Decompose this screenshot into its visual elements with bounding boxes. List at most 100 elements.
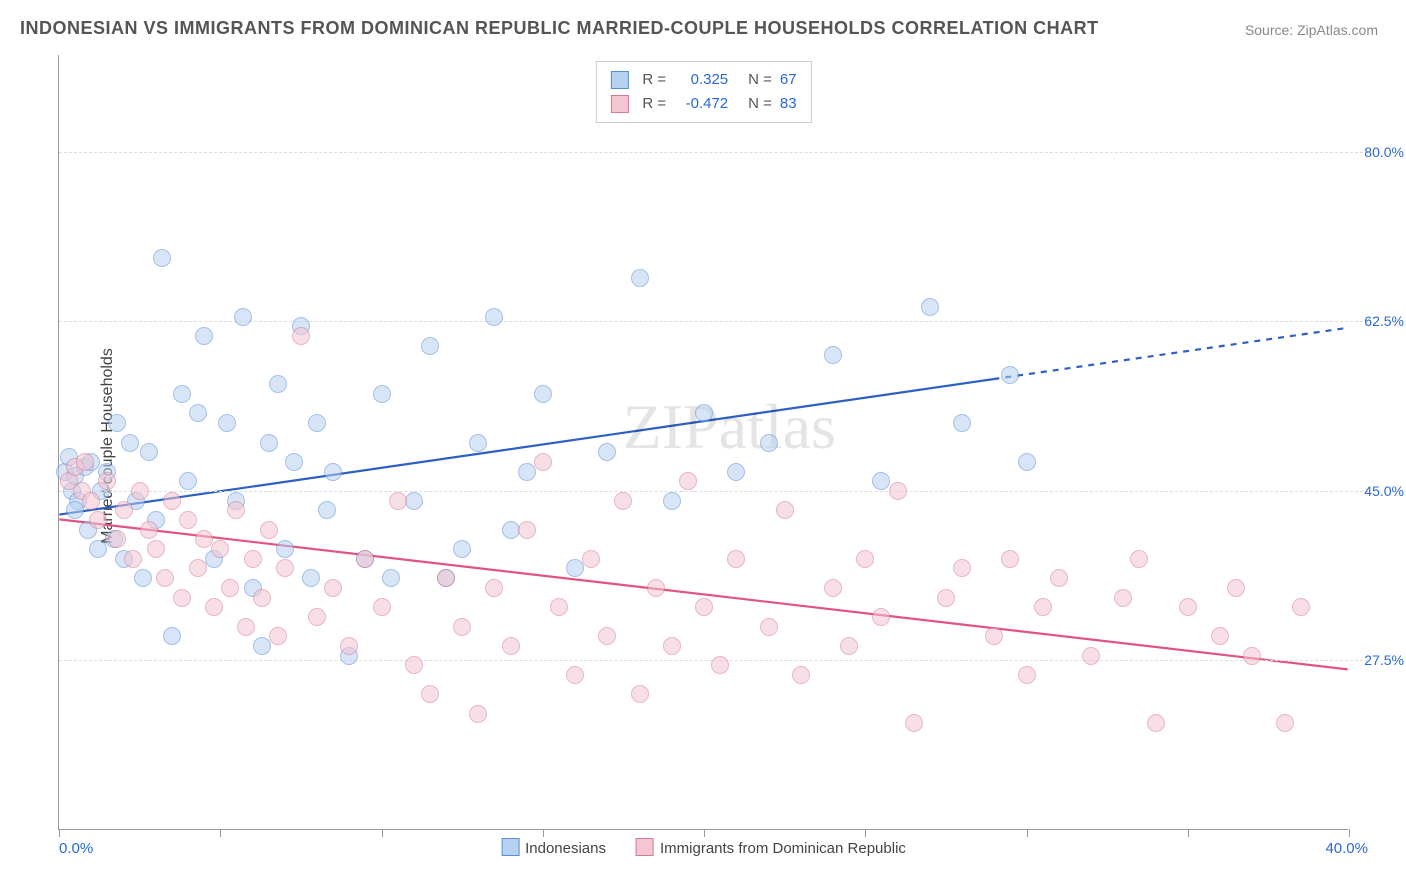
scatter-point	[108, 530, 126, 548]
scatter-point	[502, 637, 520, 655]
x-tick	[543, 829, 544, 837]
trend-lines-layer	[59, 55, 1348, 829]
scatter-point	[318, 501, 336, 519]
y-tick-label: 62.5%	[1364, 313, 1404, 329]
scatter-point	[1147, 714, 1165, 732]
scatter-point	[437, 569, 455, 587]
legend-row: R =-0.472N =83	[610, 92, 796, 116]
scatter-point	[469, 705, 487, 723]
scatter-point	[269, 627, 287, 645]
scatter-point	[1227, 579, 1245, 597]
x-axis-min-label: 0.0%	[59, 840, 93, 857]
scatter-point	[872, 472, 890, 490]
n-value: 83	[780, 92, 797, 116]
x-axis-max-label: 40.0%	[1325, 840, 1368, 857]
scatter-point	[1082, 647, 1100, 665]
scatter-point	[856, 550, 874, 568]
x-tick	[382, 829, 383, 837]
scatter-point	[82, 492, 100, 510]
x-tick	[1027, 829, 1028, 837]
r-label: R =	[642, 68, 666, 92]
r-value: 0.325	[674, 68, 728, 92]
chart-title: INDONESIAN VS IMMIGRANTS FROM DOMINICAN …	[20, 18, 1099, 39]
source-attribution: Source: ZipAtlas.com	[1245, 22, 1378, 38]
scatter-point	[985, 627, 1003, 645]
scatter-point	[115, 501, 133, 519]
r-value: -0.472	[674, 92, 728, 116]
scatter-point	[373, 385, 391, 403]
scatter-point	[195, 327, 213, 345]
scatter-point	[1130, 550, 1148, 568]
scatter-point	[389, 492, 407, 510]
scatter-point	[156, 569, 174, 587]
scatter-point	[1050, 569, 1068, 587]
scatter-point	[679, 472, 697, 490]
scatter-point	[663, 492, 681, 510]
scatter-point	[340, 637, 358, 655]
scatter-point	[614, 492, 632, 510]
scatter-point	[66, 501, 84, 519]
scatter-point	[153, 249, 171, 267]
scatter-point	[469, 434, 487, 452]
scatter-point	[405, 656, 423, 674]
scatter-point	[308, 608, 326, 626]
x-tick	[1188, 829, 1189, 837]
scatter-point	[205, 598, 223, 616]
scatter-point	[518, 521, 536, 539]
scatter-point	[534, 453, 552, 471]
scatter-point	[140, 521, 158, 539]
scatter-point	[953, 414, 971, 432]
scatter-point	[663, 637, 681, 655]
scatter-point	[260, 434, 278, 452]
scatter-point	[292, 327, 310, 345]
scatter-point	[1179, 598, 1197, 616]
scatter-point	[711, 656, 729, 674]
scatter-point	[98, 472, 116, 490]
scatter-point	[518, 463, 536, 481]
scatter-point	[1211, 627, 1229, 645]
scatter-point	[131, 482, 149, 500]
n-label: N =	[748, 68, 772, 92]
scatter-point	[534, 385, 552, 403]
scatter-point	[253, 589, 271, 607]
n-label: N =	[748, 92, 772, 116]
scatter-point	[840, 637, 858, 655]
scatter-point	[1001, 366, 1019, 384]
scatter-point	[108, 414, 126, 432]
scatter-point	[121, 434, 139, 452]
scatter-point	[953, 559, 971, 577]
scatter-point	[1018, 453, 1036, 471]
x-tick	[220, 829, 221, 837]
scatter-point	[147, 540, 165, 558]
scatter-point	[189, 559, 207, 577]
y-tick-label: 45.0%	[1364, 483, 1404, 499]
trend-line	[59, 379, 993, 514]
scatter-point	[453, 540, 471, 558]
scatter-point	[179, 511, 197, 529]
scatter-point	[276, 559, 294, 577]
scatter-point	[356, 550, 374, 568]
scatter-point	[237, 618, 255, 636]
legend-swatch	[610, 95, 628, 113]
scatter-point	[234, 308, 252, 326]
scatter-point	[566, 559, 584, 577]
scatter-point	[163, 627, 181, 645]
scatter-point	[1001, 550, 1019, 568]
legend-row: R =0.325N =67	[610, 68, 796, 92]
x-tick	[59, 829, 60, 837]
plot-area: R =0.325N =67R =-0.472N =83 ZIPatlas Ind…	[58, 55, 1348, 830]
scatter-point	[221, 579, 239, 597]
legend-label: Immigrants from Dominican Republic	[660, 840, 906, 857]
scatter-point	[550, 598, 568, 616]
scatter-point	[89, 540, 107, 558]
scatter-point	[253, 637, 271, 655]
scatter-point	[211, 540, 229, 558]
scatter-point	[760, 618, 778, 636]
scatter-point	[324, 463, 342, 481]
y-tick-label: 80.0%	[1364, 144, 1404, 160]
scatter-point	[631, 685, 649, 703]
scatter-point	[163, 492, 181, 510]
scatter-point	[227, 501, 245, 519]
scatter-point	[776, 501, 794, 519]
scatter-point	[792, 666, 810, 684]
